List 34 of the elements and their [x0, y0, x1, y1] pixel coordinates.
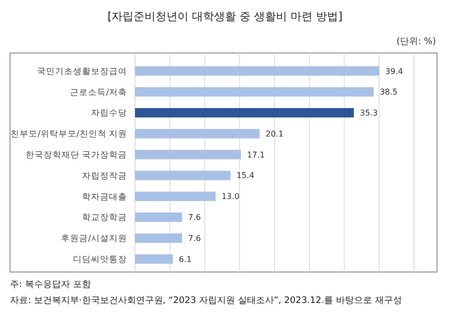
y-tick-label: 근로소득/저축: [70, 88, 127, 98]
y-tick-label: 후원금/시설지원: [61, 234, 127, 244]
data-label: 20.1: [266, 129, 284, 138]
data-label: 38.5: [380, 88, 398, 97]
y-tick-label: 자립수당: [91, 108, 127, 119]
data-label: 15.4: [236, 171, 254, 180]
y-tick-label: 학자금대출: [82, 192, 127, 202]
text: 주: 복수응답자 포함: [10, 280, 91, 290]
bar: [135, 212, 182, 222]
data-label: 6.1: [178, 254, 192, 264]
y-tick-label: 학교장학금: [82, 213, 127, 224]
data-label: 35.3: [360, 108, 378, 118]
bar: [135, 66, 380, 76]
y-tick-label: 디딤씨앗통장: [73, 255, 127, 266]
bar: [135, 87, 374, 97]
chart-subtitle: (단위: %): [396, 37, 436, 47]
bar: [135, 108, 354, 118]
y-tick-label: 한국장학재단 국가장학금: [25, 150, 127, 161]
bar: [135, 233, 182, 243]
bar: [135, 128, 260, 138]
bar: [135, 192, 216, 202]
data-label: 13.0: [222, 192, 240, 202]
y-tick-label: 자립정착금: [82, 171, 127, 182]
data-label: 17.1: [247, 150, 265, 160]
data-label: 7.6: [188, 213, 201, 222]
y-tick-label: 국민기초생활보장급여: [37, 66, 127, 77]
y-tick-label: 친부모/위탁부모/친인척 지원: [10, 130, 127, 140]
data-label: 39.4: [385, 66, 404, 76]
chart-title: [자립준비청년이 대학생활 중 생활비 마련 방법]: [107, 10, 343, 23]
bar: [135, 170, 230, 180]
bar: [135, 254, 173, 264]
text: 자료: 보건복지부·한국보건사회연구원, “2023 자립지원 실태조사”, 2023.12.를 바탕으로 재구성: [10, 296, 402, 306]
data-label: 7.6: [188, 234, 201, 243]
bar: [135, 150, 242, 160]
